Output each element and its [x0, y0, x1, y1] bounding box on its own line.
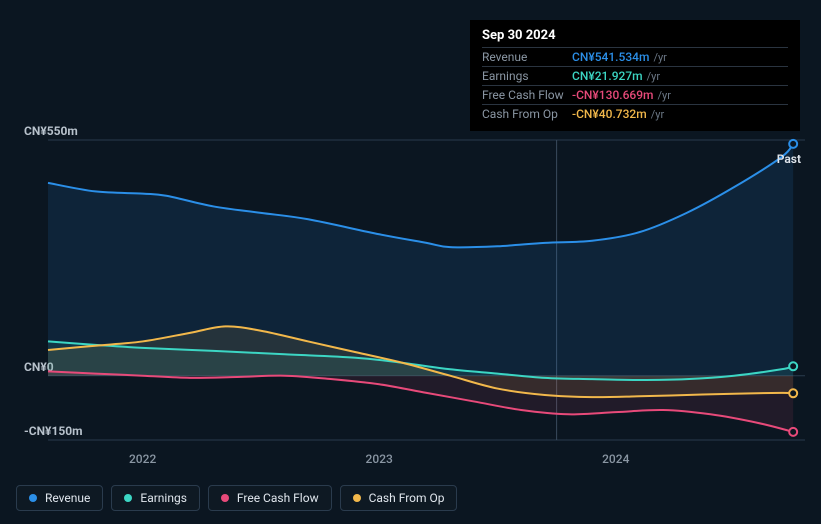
- tooltip-unit: /yr: [651, 108, 664, 121]
- legend-label: Revenue: [45, 491, 90, 505]
- series-marker-revenue: [789, 140, 797, 148]
- x-axis-label: 2024: [602, 452, 629, 466]
- tooltip-metric-label: Earnings: [482, 69, 572, 83]
- legend-dot-icon: [353, 494, 361, 502]
- legend-item-revenue[interactable]: Revenue: [16, 485, 103, 511]
- legend-item-earnings[interactable]: Earnings: [111, 485, 200, 511]
- legend-dot-icon: [124, 494, 132, 502]
- legend-item-cash-from-op[interactable]: Cash From Op: [340, 485, 458, 511]
- tooltip-row: Cash From Op-CN¥40.732m/yr: [482, 104, 788, 123]
- chart-legend: Revenue Earnings Free Cash Flow Cash From O…: [16, 485, 457, 511]
- tooltip-metric-label: Free Cash Flow: [482, 88, 572, 102]
- legend-label: Cash From Op: [369, 491, 445, 505]
- tooltip-metric-value: CN¥541.534m: [572, 50, 649, 64]
- tooltip-row: EarningsCN¥21.927m/yr: [482, 66, 788, 85]
- tooltip-metric-label: Cash From Op: [482, 107, 572, 121]
- tooltip-metric-label: Revenue: [482, 50, 572, 64]
- series-marker-free-cash-flow: [789, 428, 797, 436]
- tooltip-unit: /yr: [658, 89, 671, 102]
- tooltip-date: Sep 30 2024: [482, 28, 788, 47]
- legend-dot-icon: [221, 494, 229, 502]
- x-axis-label: 2023: [366, 452, 393, 466]
- chart-tooltip: Sep 30 2024 RevenueCN¥541.534m/yrEarning…: [470, 20, 800, 131]
- legend-label: Earnings: [140, 491, 187, 505]
- tooltip-unit: /yr: [647, 70, 660, 83]
- tooltip-metric-value: -CN¥40.732m: [572, 107, 647, 121]
- legend-dot-icon: [29, 494, 37, 502]
- series-marker-cash-from-op: [789, 389, 797, 397]
- tooltip-metric-value: CN¥21.927m: [572, 69, 643, 83]
- past-label: Past: [777, 152, 801, 166]
- legend-item-free-cash-flow[interactable]: Free Cash Flow: [208, 485, 332, 511]
- tooltip-row: RevenueCN¥541.534m/yr: [482, 47, 788, 66]
- tooltip-unit: /yr: [653, 51, 666, 64]
- tooltip-metric-value: -CN¥130.669m: [572, 88, 654, 102]
- x-axis-label: 2022: [129, 452, 156, 466]
- series-marker-earnings: [789, 362, 797, 370]
- tooltip-row: Free Cash Flow-CN¥130.669m/yr: [482, 85, 788, 104]
- legend-label: Free Cash Flow: [237, 491, 319, 505]
